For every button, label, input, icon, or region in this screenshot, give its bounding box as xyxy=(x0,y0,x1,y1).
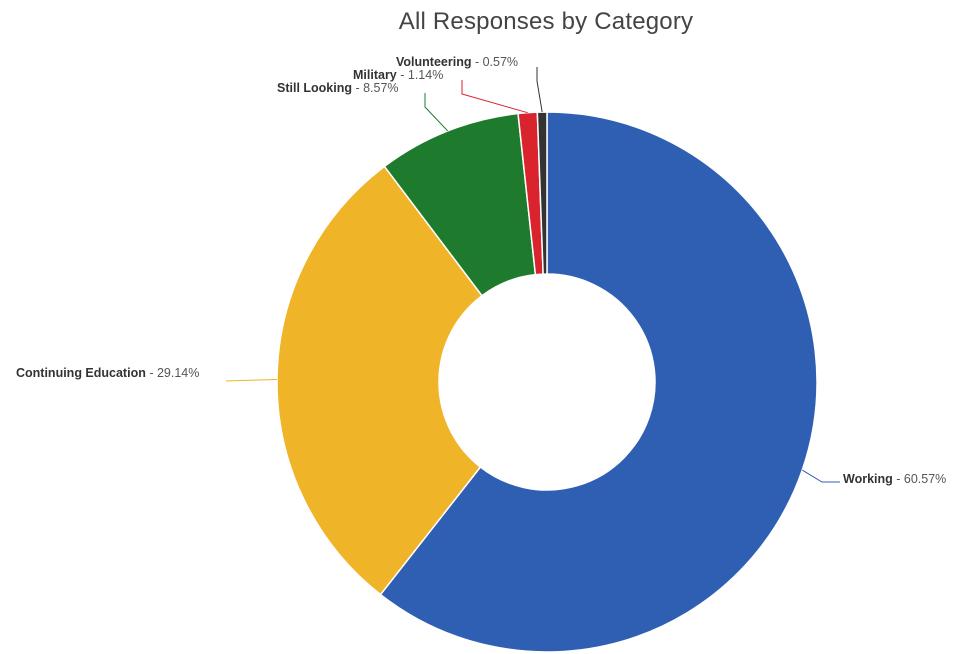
slice-volunteering xyxy=(536,111,548,275)
slice-label-value-volunteering: - 0.57% xyxy=(471,55,518,69)
slice-label-value-working: - 60.57% xyxy=(893,472,947,486)
leader-line-working xyxy=(801,469,840,483)
slice-label-name-working: Working xyxy=(843,472,893,486)
leader-line-volunteering xyxy=(536,67,543,113)
slice-label-military: Military - 1.14% xyxy=(353,68,443,82)
leader-line-military xyxy=(461,80,528,114)
slice-label-name-military: Military xyxy=(353,68,397,82)
slice-label-value-continuing-education: - 29.14% xyxy=(146,366,200,380)
leaders-layer xyxy=(225,67,840,483)
leader-line-still-looking xyxy=(424,93,449,132)
slice-label-name-still-looking: Still Looking xyxy=(277,81,352,95)
slice-label-value-military: - 1.14% xyxy=(397,68,444,82)
slice-continuing-education xyxy=(276,165,484,596)
leader-line-continuing-education xyxy=(225,378,278,382)
chart-title: All Responses by Category xyxy=(398,8,694,35)
slice-label-name-continuing-education: Continuing Education xyxy=(16,366,146,380)
slice-label-still-looking: Still Looking - 8.57% xyxy=(277,81,399,95)
slice-label-working: Working - 60.57% xyxy=(843,472,946,486)
slice-label-volunteering: Volunteering - 0.57% xyxy=(396,55,518,69)
slice-label-value-still-looking: - 8.57% xyxy=(352,81,399,95)
slice-label-continuing-education: Continuing Education - 29.14% xyxy=(16,366,199,380)
slices-layer xyxy=(276,111,818,653)
labels-layer: Working - 60.57% Continuing Education - 2… xyxy=(16,55,946,486)
slice-label-name-volunteering: Volunteering xyxy=(396,55,471,69)
slice-working xyxy=(379,111,818,653)
